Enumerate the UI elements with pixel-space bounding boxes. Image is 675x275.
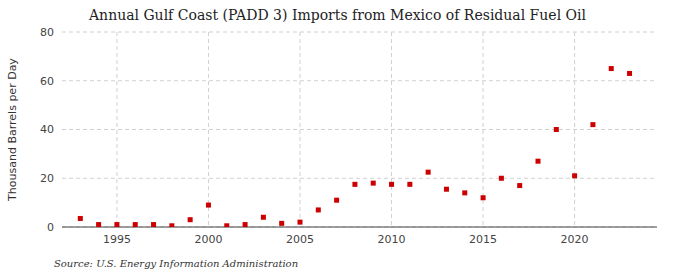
point [426, 170, 431, 175]
x-tick-label: 2005 [286, 233, 314, 246]
chart-container: Annual Gulf Coast (PADD 3) Imports from … [0, 0, 675, 275]
point [78, 216, 83, 221]
point [444, 187, 449, 192]
x-tick-label: 2000 [194, 233, 222, 246]
point [169, 223, 174, 227]
point [133, 222, 138, 227]
grid [62, 32, 657, 227]
y-grid-line [62, 32, 657, 33]
y-tick-label: 60 [40, 75, 54, 88]
x-tick-label: 2020 [561, 233, 589, 246]
point [609, 66, 614, 71]
x-tick-label: 1995 [103, 233, 131, 246]
point [243, 222, 248, 227]
point [151, 222, 156, 227]
point [298, 220, 303, 225]
point [462, 190, 467, 195]
x-grid-line [116, 32, 117, 227]
point [627, 71, 632, 76]
point [96, 222, 101, 227]
point [554, 127, 559, 132]
point [389, 182, 394, 187]
x-grid-line [574, 32, 575, 227]
point [316, 207, 321, 212]
point [371, 181, 376, 186]
point [352, 182, 357, 187]
x-grid-line [208, 32, 209, 227]
y-grid-line [62, 80, 657, 81]
point [279, 221, 284, 226]
title: Annual Gulf Coast (PADD 3) Imports from … [88, 7, 587, 23]
y-tick-label: 80 [40, 26, 54, 39]
point [224, 223, 229, 227]
chart: Annual Gulf Coast (PADD 3) Imports from … [0, 0, 675, 275]
point [517, 183, 522, 188]
y-tick-label: 0 [47, 221, 54, 234]
point [206, 203, 211, 208]
y-grid-line [62, 129, 657, 130]
point [572, 173, 577, 178]
source-note: Source: U.S. Energy Information Administ… [54, 258, 298, 269]
y-grid-line [62, 178, 657, 179]
y-axis-label: Thousand Barrels per Day [6, 58, 19, 202]
point [590, 122, 595, 127]
point [499, 176, 504, 181]
point [536, 159, 541, 164]
x-tick-label: 2010 [378, 233, 406, 246]
point [481, 195, 486, 200]
x-grid-line [300, 32, 301, 227]
y-tick-label: 20 [40, 172, 54, 185]
point [334, 198, 339, 203]
point [188, 217, 193, 222]
x-grid-line [391, 32, 392, 227]
points [78, 66, 632, 227]
point [261, 215, 266, 220]
point [407, 182, 412, 187]
x-tick-label: 2015 [469, 233, 497, 246]
point [114, 222, 119, 227]
y-tick-label: 40 [40, 123, 54, 136]
